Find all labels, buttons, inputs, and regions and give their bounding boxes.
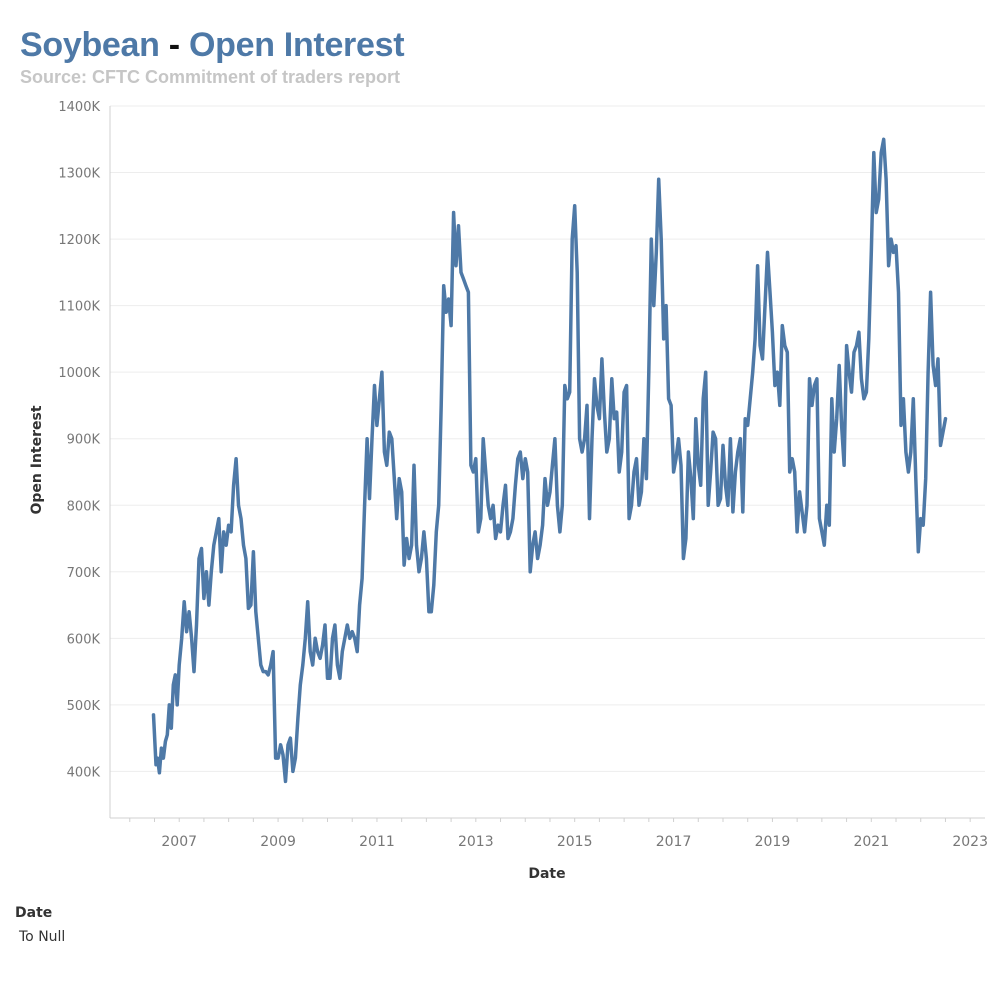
- y-tick-label: 900K: [67, 433, 101, 448]
- y-tick-label: 400K: [67, 765, 101, 780]
- series-line-open-interest: [151, 137, 948, 784]
- x-tick-label: 2007: [161, 834, 197, 850]
- x-axis-title: Date: [528, 866, 565, 882]
- x-tick-label: 2015: [557, 834, 593, 850]
- gridlines: [110, 105, 985, 772]
- x-tick-label: 2013: [458, 834, 494, 850]
- chart-title: Soybean - Open Interest: [20, 26, 405, 65]
- title-separator: -: [168, 26, 180, 64]
- y-tick-label: 600K: [67, 632, 101, 647]
- y-tick-label: 500K: [67, 699, 101, 714]
- x-tick-label: 2009: [260, 834, 296, 850]
- y-tick-label: 1200K: [58, 233, 100, 248]
- x-tick-label: 2021: [853, 834, 889, 850]
- title-commodity: Soybean: [20, 26, 160, 64]
- filter-value[interactable]: To Null: [19, 929, 66, 945]
- axes: [109, 106, 985, 822]
- x-tick-label: 2017: [656, 834, 692, 850]
- y-tick-label: 700K: [67, 566, 101, 581]
- x-tick-label: 2019: [755, 834, 791, 850]
- filter-title: Date: [15, 905, 53, 921]
- y-tick-label: 800K: [67, 499, 101, 514]
- title-metric: Open Interest: [188, 26, 405, 64]
- x-tick-label: 2011: [359, 834, 395, 850]
- y-axis-title: Open Interest: [29, 405, 45, 514]
- series-layer: [151, 137, 948, 784]
- tick-labels: 400K 500K 600K 700K 800K 900K 1000K 1100K 1200K 1…: [58, 100, 988, 850]
- chart-subtitle: Source: CFTC Commitment of traders repor…: [20, 67, 401, 87]
- y-tick-label: 1000K: [58, 366, 100, 381]
- x-tick-label: 2023: [952, 834, 988, 850]
- y-tick-label: 1300K: [58, 167, 100, 182]
- y-tick-label: 1100K: [58, 300, 100, 315]
- y-tick-label: 1400K: [58, 100, 100, 115]
